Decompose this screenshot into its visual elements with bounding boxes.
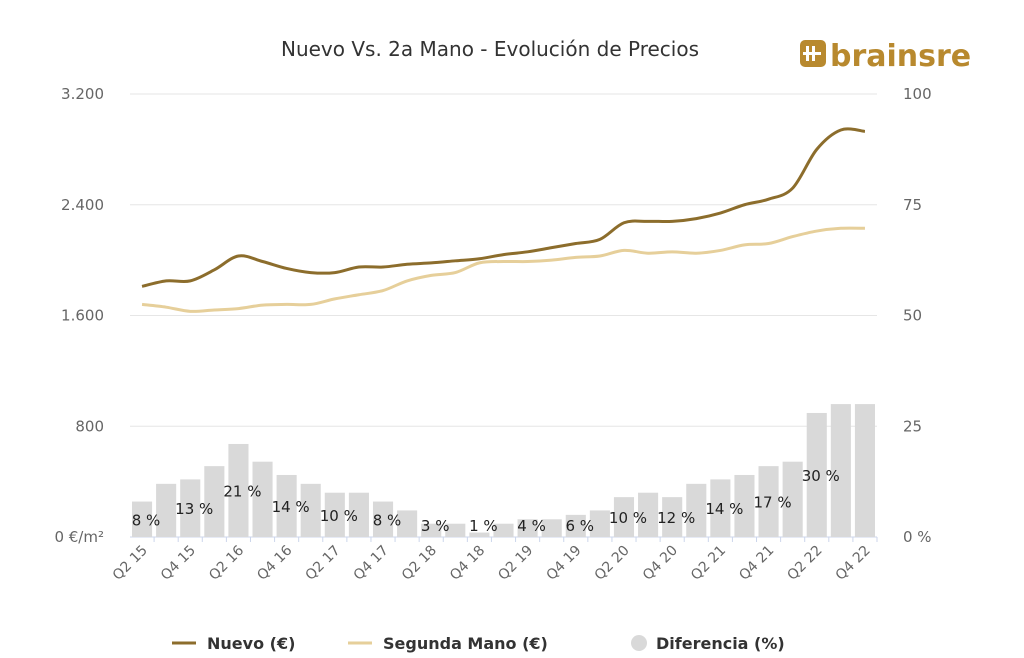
legend: Nuevo (€) Segunda Mano (€) Diferencia (%… [172,634,785,653]
data-labels: 8 % 13 % 21 % 14 % 10 % 8 % 3 % 1 % 4 % 6 % 10 % 12… [132,467,840,535]
data-label: 14 % [705,500,743,518]
bar-diferencia[interactable] [324,492,345,537]
x-tick-label: Q4 16 [254,542,295,583]
x-tick-label: Q2 18 [399,543,440,584]
data-label: 14 % [272,498,310,516]
bar-diferencia[interactable] [132,501,153,537]
x-tick-label: Q2 15 [110,543,151,584]
y-right-tick-label: 50 [903,307,922,325]
data-label: 13 % [175,500,213,518]
bar-diferencia[interactable] [156,483,177,537]
data-label: 21 % [223,482,261,500]
x-tick-label: Q2 21 [688,543,729,584]
data-label: 10 % [320,507,358,525]
bar-diferencia[interactable] [517,519,538,537]
data-label: 30 % [802,467,840,485]
x-tick-label: Q2 17 [302,543,343,584]
data-label: 12 % [657,509,695,527]
x-tick-label: Q2 16 [206,542,247,583]
legend-label-segunda-mano: Segunda Mano (€) [383,634,548,653]
data-label: 1 % [469,517,498,535]
bar-diferencia[interactable] [252,461,273,537]
y-left-tick-label: 1.600 [61,307,104,325]
x-tick-label: Q2 22 [784,543,825,584]
y-left-tick-label: 2.400 [61,196,104,214]
bar-diferencia[interactable] [276,474,297,537]
bar-diferencia[interactable] [445,523,466,537]
y-right-tick-label: 25 [903,417,922,435]
y-right-tick-label: 75 [903,196,922,214]
logo-mark-icon [800,40,826,67]
bar-diferencia[interactable] [734,474,755,537]
bar-diferencia[interactable] [806,412,827,537]
legend-label-nuevo: Nuevo (€) [207,634,295,653]
bar-diferencia[interactable] [397,510,418,537]
data-label: 10 % [609,509,647,527]
bar-diferencia[interactable] [493,523,514,537]
bar-diferencia[interactable] [830,404,851,537]
data-label: 17 % [754,494,792,512]
x-tick-label: Q2 20 [592,543,633,584]
legend-label-diferencia: Diferencia (%) [656,634,785,653]
bar-diferencia[interactable] [300,483,321,537]
line-nuevo[interactable] [141,127,866,288]
x-tick-label: Q2 19 [495,543,536,584]
bar-diferencia[interactable] [638,492,659,537]
bars-diferencia [132,404,875,537]
x-tick-label: Q4 18 [447,543,488,584]
bar-diferencia[interactable] [180,479,201,537]
legend-item-diferencia[interactable]: Diferencia (%) [631,634,785,653]
x-tick-label: Q4 22 [833,543,874,584]
bar-diferencia[interactable] [348,492,369,537]
y-axis-right: 0 % 25 50 75 100 [903,85,932,546]
bar-diferencia[interactable] [854,404,875,537]
y-right-tick-label: 100 [903,85,932,103]
x-tick-label: Q4 15 [158,543,199,584]
bar-diferencia[interactable] [228,443,249,537]
data-label: 6 % [566,517,595,535]
bar-diferencia[interactable] [372,501,394,537]
bar-diferencia[interactable] [421,523,442,537]
x-tick-label: Q4 19 [543,543,584,584]
line-segunda-mano[interactable] [141,226,865,313]
data-label: 8 % [373,511,402,529]
x-tick-label: Q4 21 [736,543,777,584]
bar-diferencia[interactable] [565,514,586,537]
legend-item-nuevo[interactable]: Nuevo (€) [172,634,295,653]
chart-title: Nuevo Vs. 2a Mano - Evolución de Precios [281,37,699,61]
data-label: 8 % [132,511,161,529]
legend-item-segunda-mano[interactable]: Segunda Mano (€) [348,634,548,653]
x-tick-label: Q4 20 [640,543,681,584]
data-label: 3 % [421,517,450,535]
y-left-tick-label: 800 [75,417,104,435]
bar-diferencia[interactable] [758,466,779,537]
x-axis: Q2 15 Q4 15 Q2 16 Q4 16 Q2 17 Q4 17 Q2 18 Q4 18… [110,537,878,584]
lines [141,127,866,313]
logo-text: brainsre [830,39,971,74]
data-label: 4 % [517,517,546,535]
y-axis-left: 0 €/m² 800 1.600 2.400 3.200 [54,85,104,546]
x-tick-label: Q4 17 [351,543,392,584]
bar-diferencia[interactable] [589,510,610,537]
bar-diferencia[interactable] [662,497,683,537]
y-right-tick-label: 0 % [903,528,932,546]
y-left-tick-label: 0 €/m² [54,528,104,546]
bar-diferencia[interactable] [613,497,635,537]
brand-logo: brainsre [800,39,971,74]
bar-diferencia[interactable] [541,519,562,537]
y-left-tick-label: 3.200 [61,85,104,103]
bar-diferencia[interactable] [469,532,490,537]
bar-diferencia[interactable] [686,483,707,537]
bar-diferencia[interactable] [710,479,731,537]
bar-diferencia[interactable] [204,466,225,537]
bar-diferencia[interactable] [782,461,803,537]
